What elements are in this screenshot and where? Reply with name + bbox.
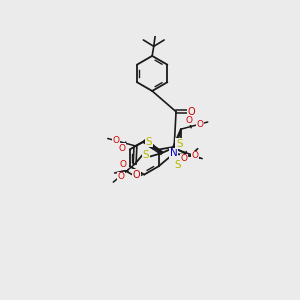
Text: S: S xyxy=(176,139,183,148)
Text: O: O xyxy=(119,144,126,153)
Text: O: O xyxy=(186,116,193,125)
Text: S: S xyxy=(146,137,152,147)
Text: O: O xyxy=(188,107,195,117)
Text: O: O xyxy=(117,172,124,181)
Text: S: S xyxy=(142,151,149,160)
Text: O: O xyxy=(132,169,140,180)
Text: O: O xyxy=(120,160,127,169)
Text: S: S xyxy=(174,160,181,170)
Text: O: O xyxy=(180,154,187,163)
Text: O: O xyxy=(113,136,120,145)
Text: O: O xyxy=(191,152,198,160)
Text: O: O xyxy=(196,119,204,128)
Text: N: N xyxy=(170,148,178,158)
